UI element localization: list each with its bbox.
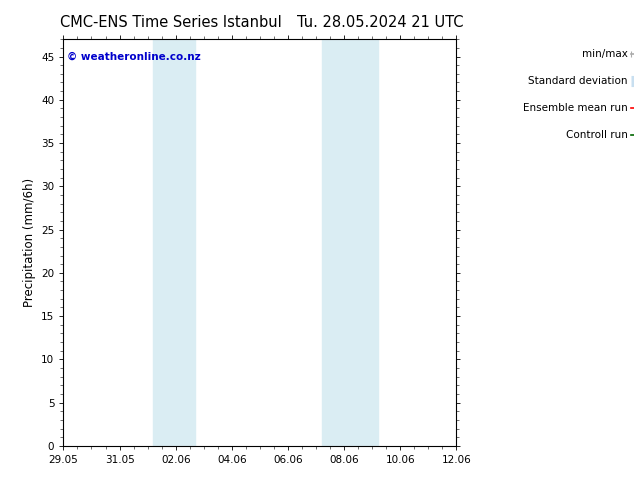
Bar <box>321 39 339 446</box>
Bar <box>339 39 378 446</box>
Text: CMC-ENS Time Series Istanbul: CMC-ENS Time Series Istanbul <box>60 15 282 30</box>
Text: Standard deviation: Standard deviation <box>528 76 628 86</box>
Text: Tu. 28.05.2024 21 UTC: Tu. 28.05.2024 21 UTC <box>297 15 463 30</box>
Y-axis label: Precipitation (mm/6h): Precipitation (mm/6h) <box>23 178 36 307</box>
Text: © weatheronline.co.nz: © weatheronline.co.nz <box>67 51 201 61</box>
Text: Controll run: Controll run <box>566 130 628 140</box>
Text: Ensemble mean run: Ensemble mean run <box>523 103 628 113</box>
Bar <box>176 39 195 446</box>
Bar <box>153 39 176 446</box>
Text: min/max: min/max <box>582 49 628 59</box>
